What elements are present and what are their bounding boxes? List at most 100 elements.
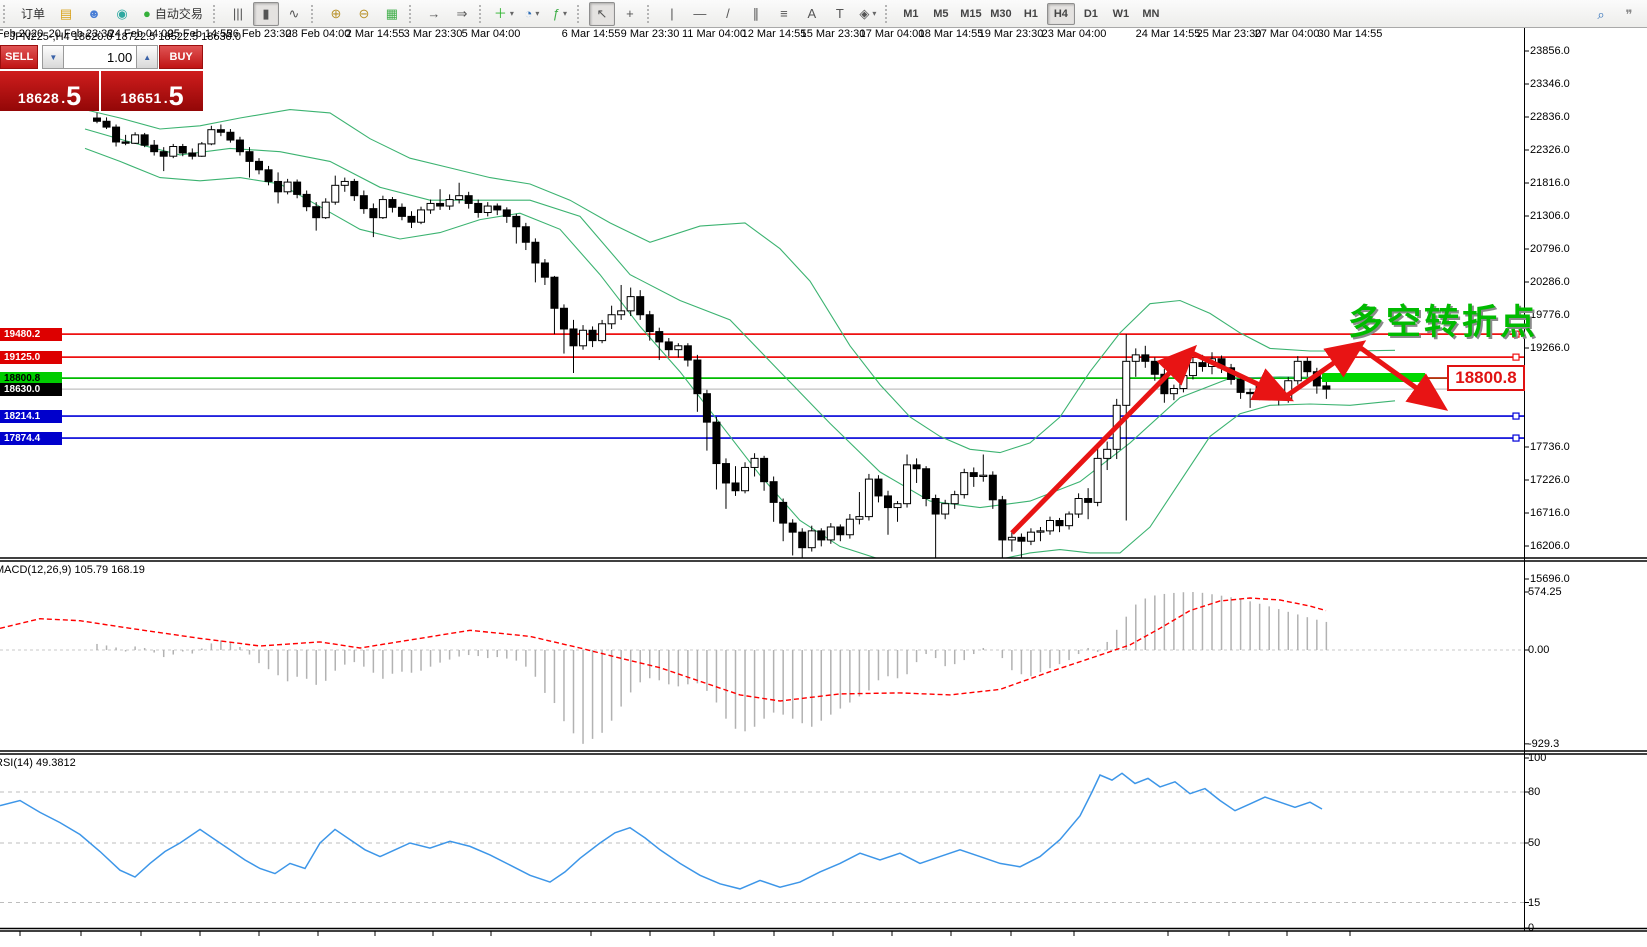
- auto-trading-button[interactable]: ● 自动交易: [137, 2, 209, 26]
- time-axis-label: 3 Mar 23:30: [403, 28, 463, 40]
- chevron-down-icon[interactable]: ▾: [509, 9, 514, 18]
- lot-increase-button[interactable]: ▲: [136, 45, 159, 69]
- tile-windows-button[interactable]: ▦: [379, 2, 405, 26]
- chart-shift-button[interactable]: ⇒: [449, 2, 475, 26]
- price-tick-label: 23856.0: [1530, 45, 1570, 57]
- tf-d1[interactable]: D1: [1077, 3, 1105, 25]
- tf-m15[interactable]: M15: [957, 3, 985, 25]
- sell-button[interactable]: SELL: [0, 45, 39, 69]
- price-tick-label: 21306.0: [1530, 210, 1570, 222]
- tf-h4-label: H4: [1053, 7, 1068, 20]
- profile-icon[interactable]: ☻: [81, 2, 107, 26]
- line-chart-button[interactable]: ∿: [281, 2, 307, 26]
- chat-icon[interactable]: ❞: [1616, 2, 1642, 26]
- horizontal-line-button[interactable]: —: [687, 2, 713, 26]
- buy-price-pips: 5: [168, 81, 184, 112]
- cursor-glyph: ↖: [596, 6, 608, 21]
- new-order-button[interactable]: ＋ ▾: [491, 2, 517, 26]
- tf-m1[interactable]: M1: [897, 3, 925, 25]
- search-icon[interactable]: ⌕: [1588, 2, 1614, 26]
- tf-d1-label: D1: [1083, 7, 1098, 20]
- buy-price-box[interactable]: 18651. 5: [101, 71, 203, 111]
- auto-scroll-button[interactable]: →: [421, 2, 447, 26]
- price-tick-label: 20796.0: [1530, 243, 1570, 255]
- price-level-badge: 19480.2: [0, 327, 62, 341]
- level-handle[interactable]: [1512, 353, 1520, 361]
- lot-decrease-button[interactable]: ▼: [42, 45, 65, 69]
- trend-arrow-drawing[interactable]: [1010, 340, 1449, 535]
- one-click-trading-panel: SELL ▼ ▲ BUY 18628.5 18651.5: [0, 45, 203, 125]
- macd-min-label: -929.3: [1528, 737, 1560, 750]
- tf-m5-label: M5: [933, 7, 949, 20]
- shapes-button[interactable]: ◈ ▾: [855, 2, 881, 26]
- vertical-line-button[interactable]: |: [659, 2, 685, 26]
- level-handle[interactable]: [1512, 412, 1520, 420]
- pane-borders: [0, 28, 1647, 936]
- chart-area[interactable]: · JPN225-,H4 18620.0 18722.5 18522.5 186…: [0, 28, 1647, 947]
- level-handle[interactable]: [1512, 330, 1520, 338]
- bollinger-bands: [84, 109, 1396, 558]
- chart-ohlc-values: 18620.0 18722.5 18522.5 18630.0: [72, 31, 241, 43]
- rsi-level-label: 15: [1528, 896, 1541, 909]
- sell-price-box[interactable]: 18628. 5: [0, 71, 99, 111]
- sell-price-pips: 5: [66, 81, 82, 112]
- level-lines[interactable]: [0, 333, 1524, 439]
- tf-m30[interactable]: M30: [987, 3, 1015, 25]
- tf-m5[interactable]: M5: [927, 3, 955, 25]
- price-tick-label: 21816.0: [1530, 177, 1570, 189]
- price-tick-label: 16206.0: [1530, 540, 1570, 552]
- chart-window-icon[interactable]: ▤: [53, 2, 79, 26]
- time-axis-label: 15 Mar 23:30: [800, 28, 866, 40]
- chevron-down-icon[interactable]: ▾: [872, 9, 877, 18]
- orders-button[interactable]: 订单: [15, 2, 51, 26]
- tf-m30-label: M30: [990, 7, 1012, 20]
- price-tick-label: 16716.0: [1530, 507, 1570, 519]
- text-button[interactable]: A: [799, 2, 825, 26]
- rsi-level-label: 50: [1528, 837, 1541, 849]
- price-level-badge: 18800.8: [0, 371, 62, 385]
- shapes-glyph: ◈: [859, 6, 870, 21]
- zoom-in-button[interactable]: ⊕: [323, 2, 349, 26]
- toolbar-grip: [646, 4, 654, 23]
- chart-shift-glyph: ⇒: [456, 6, 468, 21]
- timeframes-menu-glyph: ◔: [524, 6, 533, 21]
- chevron-down-icon[interactable]: ▾: [563, 9, 568, 18]
- tf-h1[interactable]: H1: [1017, 3, 1045, 25]
- buy-button[interactable]: BUY: [159, 45, 203, 69]
- crosshair-button[interactable]: +: [617, 2, 643, 26]
- time-axis-label: 28 Feb 04:00: [285, 28, 351, 40]
- bar-chart-button[interactable]: |||: [225, 2, 251, 26]
- tf-w1[interactable]: W1: [1107, 3, 1135, 25]
- time-axis-label: 18 Mar 14:55: [918, 28, 984, 40]
- time-axis-label: 24 Mar 14:55: [1135, 28, 1201, 40]
- chat-icon-glyph: ❞: [1625, 6, 1633, 22]
- cursor-button[interactable]: ↖: [588, 1, 615, 26]
- indicators-menu-button[interactable]: ƒ ▾: [547, 2, 573, 26]
- zoom-out-button[interactable]: ⊖: [351, 2, 377, 26]
- fibonacci-button[interactable]: ≡: [771, 2, 797, 26]
- time-axis-label: 27 Mar 04:00: [1254, 28, 1320, 40]
- chevron-down-icon[interactable]: ▾: [535, 9, 540, 18]
- trendline-button[interactable]: /: [715, 2, 741, 26]
- text-label-button[interactable]: T: [827, 2, 853, 26]
- candlestick-chart-button[interactable]: ▮: [252, 1, 279, 26]
- timeframes-menu-button[interactable]: ◔ ▾: [519, 2, 545, 26]
- tf-h4[interactable]: H4: [1046, 2, 1075, 25]
- crosshair-glyph: +: [626, 6, 634, 21]
- chart-window-icon-glyph: ▤: [59, 6, 73, 21]
- chart-canvas[interactable]: [0, 28, 1647, 947]
- tf-mn[interactable]: MN: [1137, 3, 1165, 25]
- buy-price-dot: .: [163, 90, 168, 106]
- level-handle[interactable]: [1512, 434, 1520, 442]
- toolbar-grip: [310, 4, 318, 23]
- zoom-in-glyph: ⊕: [330, 6, 342, 21]
- support-zone-bar[interactable]: [1322, 373, 1425, 382]
- channel-button[interactable]: ∥: [743, 2, 769, 26]
- toolbar-grip: [212, 4, 220, 23]
- toolbar-grip: [576, 4, 584, 23]
- price-level-badge: 18630.0: [0, 382, 62, 396]
- main-pane: [0, 109, 1524, 558]
- broadcast-icon-glyph: ◉: [116, 6, 128, 21]
- lot-size-input[interactable]: [64, 45, 137, 69]
- broadcast-icon[interactable]: ◉: [109, 2, 135, 26]
